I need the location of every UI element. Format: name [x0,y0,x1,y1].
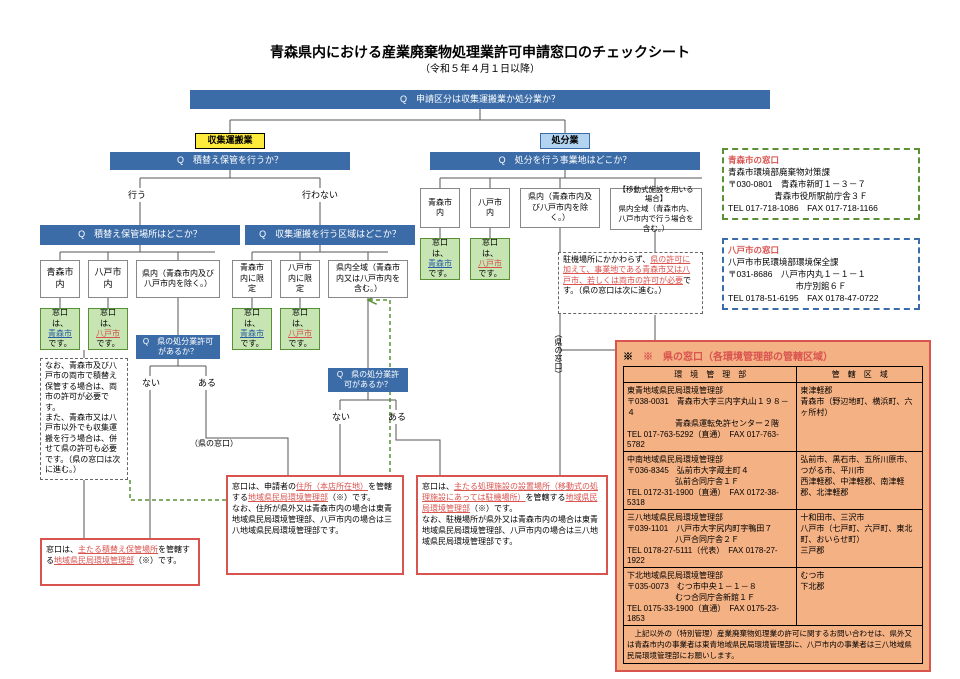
c: 東青地域県民局環境管理部 〒038-0031 青森市大字三内字丸山１９８－４ 青… [624,383,797,452]
ken-table: 環 境 管 理 部管 轄 区 域 東青地域県民局環境管理部 〒038-0031 … [623,366,923,664]
t: 青森市役所駅前庁舎３Ｆ [728,190,914,202]
t: 窓口は、 [93,308,123,329]
red3: 窓口は、主たる処理施設の設置場所（移動式の処理施設にあっては駐機場所）を管轄する… [416,475,608,575]
win-aomori-1: 窓口は、青森市です。 [40,308,80,350]
hachi-contact: 八戸市の窓口 八戸市市民環境部環境保全課 〒031-8686 八戸市内丸１－１－… [722,238,920,310]
t: です。 [240,339,263,349]
cat-shuushuu: 収集運搬業 [195,133,265,149]
t: です。 [48,339,71,349]
win-aomori-2: 窓口は、青森市です。 [232,308,272,350]
t: です。 [288,339,311,349]
t: 青森市 [48,329,72,339]
t: 青森市の窓口 [728,154,914,166]
t: です。 [428,269,451,279]
t: です。 [478,269,501,279]
loc-ken-1: 県内（青森市内及び八戸市内を除く。） [136,260,220,298]
t: 窓口は、 [45,308,75,329]
page-subtitle: （令和５年４月１日以降） [0,60,960,75]
t: です。 [96,339,119,349]
t: 八戸市市民環境部環境保全課 [728,256,914,268]
loc-all: 県内全域（青森市内又は八戸市内を含む。） [328,260,408,298]
c: 下北地域県民局環境管理部 〒035-0073 むつ市中央１－１－８ むつ合同庁舎… [624,568,797,626]
c: 東津軽郡 青森市（野辺地町、横浜町、六ヶ所村） [797,383,923,452]
c: 三八地域県民局環境管理部 〒039-1101 八戸市大字尻内町字鴨田７ 八戸合同… [624,510,797,568]
t: 駐機場所にかかわらず、 [563,255,650,264]
win-aomori-3: 窓口は、青森市です。 [420,238,460,280]
t: ※ 県の窓口（各環境管理部の管轄区域） [643,352,833,363]
ken-win-v: （県の窓口） [553,330,564,378]
q1: Q 申請区分は収集運搬業か処分業か？ [190,90,770,109]
t: 窓口は、 [422,482,454,491]
c: 中南地域県民局環境管理部 〒036-8345 弘前市大字蔵主町４ 弘前合同庁舎１… [624,452,797,510]
q3-hachi: 八戸市内 [470,188,510,228]
t: 八戸市の窓口 [728,244,914,256]
page-title: 青森県内における産業廃棄物処理業許可申請窓口のチェックシート [0,42,960,62]
aru2: ある [388,410,406,423]
t: 窓口は、 [46,545,78,554]
th2: 管 轄 区 域 [797,367,923,383]
t: TEL 0178-51-6195 FAX 0178-47-0722 [728,292,914,304]
c: むつ市 下北郡 [797,568,923,626]
t: 青森市 [240,329,264,339]
nai1: ない [142,376,160,389]
ken-table-box: ※ ※ 県の窓口（各環境管理部の管轄区域） 環 境 管 理 部管 轄 区 域 東… [615,340,931,672]
cat-shobun: 処分業 [540,133,590,149]
t: を管轄する [525,493,565,502]
th1: 環 境 管 理 部 [624,367,797,383]
t: 住所（本店所在地） [296,482,368,491]
t: 青森市 [428,259,452,269]
q3-mobile: 【移動式施設を用いる場合】 県内全域（青森市内、八戸市内で行う場合を含む。） [610,188,702,230]
t: 市庁別館６Ｆ [728,280,914,292]
a-do: 行う [128,188,146,201]
q3-ken: 県内（青森市内及び八戸市内を除く。） [520,188,600,228]
q-ken-syo-1: Q 県の処分業許可があるか？ [136,335,220,359]
c: 弘前市、黒石市、五所川原市、つがる市、平川市 西津軽郡、中津軽郡、南津軽郡、北津… [797,452,923,510]
c: 十和田市、三沢市 八戸市（七戸町、六戸町、東北町、おいらせ町） 三戸郡 [797,510,923,568]
win-hachi-2: 窓口は、八戸市です。 [280,308,320,350]
q3-aomori: 青森市内 [420,188,460,228]
t: 〒030-0801 青森市新町１－３－７ [728,178,914,190]
t: 八戸市 [478,259,502,269]
t: 八戸市 [96,329,120,339]
t: 地域県民局環境管理部 [248,493,328,502]
q2: Q 積替え保管を行うか？ [110,152,350,170]
t: 主たる積替え保管場所 [78,545,158,554]
t: 八戸市 [288,329,312,339]
t: 〒031-8686 八戸市内丸１－１－１ [728,268,914,280]
win-hachi-3: 窓口は、八戸市です。 [470,238,510,280]
t: TEL 017-718-1086 FAX 017-718-1166 [728,202,914,214]
mobile-note: 駐機場所にかかわらず、県の許可に加えて、事業地である青森市又は八戸市、若しくは両… [558,252,703,314]
loc-hachi-1: 八戸市内 [88,260,128,298]
t: 窓口は、 [475,238,505,259]
q4: Q 積替え保管場所はどこか？ [40,225,240,245]
q5: Q 収集運搬を行う区域はどこか？ [245,225,415,245]
note1: なお、青森市及び八戸市の両市で積替え保管する場合は、両市の許可が必要です。 また… [40,358,128,480]
nai2: ない [332,410,350,423]
t: 窓口は、申請者の [232,482,296,491]
aru1: ある [198,376,216,389]
t: 窓口は、 [425,238,455,259]
ken-win-lbl: （県の窓口） [190,438,238,449]
win-hachi-1: 窓口は、八戸市です。 [88,308,128,350]
t: 地域県民局環境管理部 [54,556,134,565]
a-not: 行わない [302,188,338,201]
red1: 窓口は、主たる積替え保管場所を管轄する地域県民局環境管理部（※）です。 [40,538,200,586]
loc-aomori-1: 青森市内 [40,260,80,298]
aomori-contact: 青森市の窓口 青森市環境部廃棄物対策課 〒030-0801 青森市新町１－３－７… [722,148,920,220]
q3: Q 処分を行う事業地はどこか？ [430,152,700,170]
c: 上記以外の（特別管理）産業廃棄物処理業の許可に関するお問い合わせは、県外又は青森… [624,626,923,664]
t: 窓口は、 [285,308,315,329]
t: （※）です。 [134,556,181,565]
loc-aomori-only: 青森市内に限定 [232,260,272,298]
t: 窓口は、 [237,308,267,329]
red2: 窓口は、申請者の住所（本店所在地）を管轄する地域県民局環境管理部（※）です。 な… [226,475,404,575]
q-ken-syo-2: Q 県の処分業許可があるか？ [328,368,408,392]
loc-hachi-only: 八戸市内に限定 [280,260,320,298]
t: 青森市環境部廃棄物対策課 [728,166,914,178]
